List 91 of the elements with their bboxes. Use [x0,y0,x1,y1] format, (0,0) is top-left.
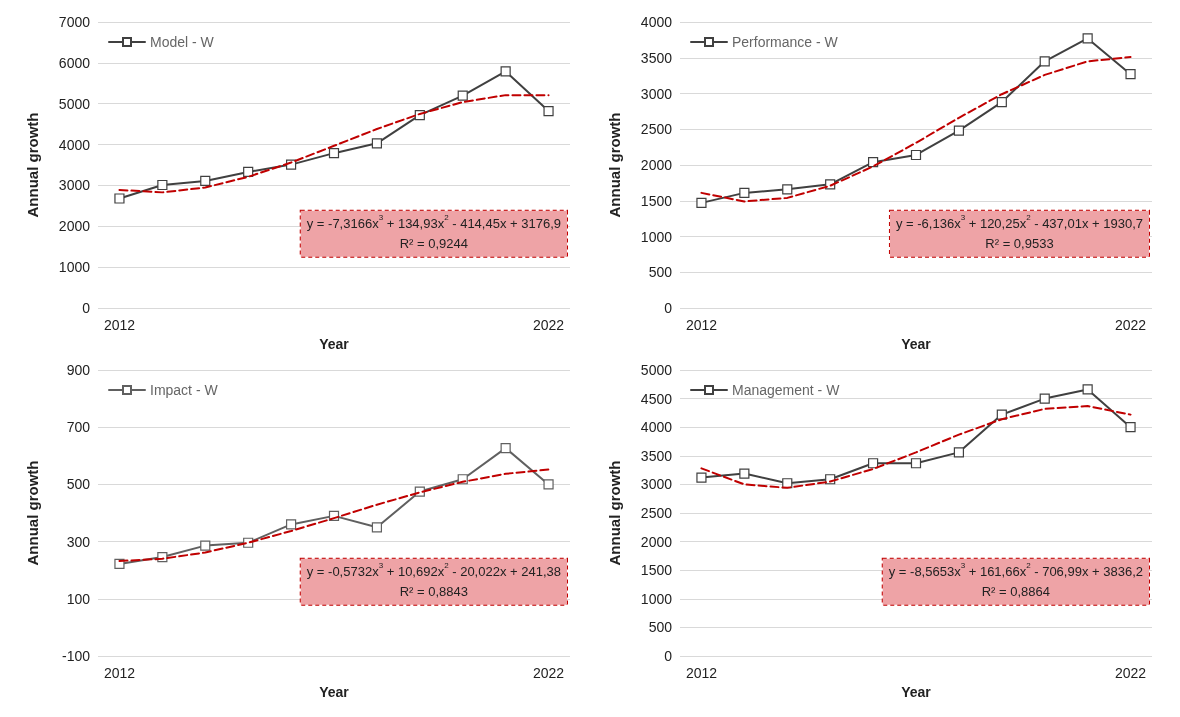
legend-label: Model - W [150,34,215,50]
y-tick-label: 4500 [640,390,673,407]
y-tick-label: 0 [664,300,673,316]
point [200,540,211,551]
point [910,149,922,161]
y-tick-label: 4000 [58,136,91,153]
annotation: R² = 0,9533 [985,236,1054,252]
point [739,187,750,198]
point [328,148,340,159]
x-axis-title: Year [319,335,350,352]
line-series [700,56,1132,203]
line-series [700,405,1132,489]
point [953,447,965,458]
y-tick-label: 1000 [640,228,673,245]
point [1125,422,1136,433]
y-tick-label: 3500 [640,49,673,66]
y-tick-label: 1500 [640,562,673,579]
y-tick-label: 2500 [640,505,673,521]
point [867,458,879,469]
point [910,458,922,469]
y-axis-title: Annual growth [24,460,41,566]
x-tick-label: 2012 [103,665,136,681]
legend-label: Impact - W [150,382,219,398]
x-axis-title: Year [319,683,350,700]
point [1082,33,1093,44]
y-tick-label: 2000 [640,157,673,173]
y-tick-label: 500 [648,264,673,281]
point [500,66,511,77]
annotation: R² = 0,9244 [399,236,469,252]
y-tick-label: 3000 [58,177,91,194]
y-tick-label: 4000 [640,419,673,436]
point [543,479,554,490]
x-tick-label: 2022 [1114,317,1147,333]
legend-label: Management - W [732,382,841,398]
y-tick-label: 1500 [640,192,673,209]
annotation: R² = 0,8843 [399,584,469,600]
x-tick-label: 2012 [685,665,718,681]
annotation: R² = 0,8864 [981,584,1051,600]
point [1125,69,1136,80]
y-axis-title: Annual growth [606,112,623,218]
point [371,522,383,533]
y-axis-title: Annual growth [606,460,623,566]
y-tick-label: 0 [664,648,673,664]
y-tick-label: 5000 [640,362,673,378]
point [371,138,383,149]
y-tick-label: 900 [66,362,91,378]
point [696,197,707,208]
x-tick-label: 2022 [532,665,565,681]
point [953,125,965,136]
x-axis-title: Year [901,335,932,352]
y-tick-label: 300 [66,533,91,550]
x-tick-label: 2012 [103,317,136,333]
point [1039,56,1050,67]
point [200,175,211,187]
point [996,409,1007,420]
x-tick-label: 2012 [685,317,718,333]
y-tick-label: 0 [82,300,91,316]
x-axis-title: Year [901,683,932,700]
point [543,105,554,117]
y-tick-label: 100 [66,590,91,607]
y-tick-label: 2500 [640,121,673,138]
y-tick-label: 5000 [58,95,91,112]
point [1039,393,1050,404]
y-tick-label: 7000 [58,14,91,30]
x-tick-label: 2022 [1114,665,1147,681]
x-tick-label: 2022 [532,317,565,333]
y-tick-label: 1000 [640,590,673,607]
point [782,184,793,195]
point [1082,384,1093,395]
point [157,179,168,191]
point [696,472,707,483]
y-tick-label: 6000 [58,54,91,71]
point [114,193,125,204]
y-tick-label: 500 [648,619,673,636]
y-tick-label: 1000 [58,259,91,276]
point [996,96,1007,108]
y-tick-label: 700 [66,419,91,436]
point [500,442,511,454]
legend-label: Performance - W [732,34,839,50]
y-tick-label: 3000 [640,85,673,102]
y-axis-title: Annual growth [24,112,41,218]
y-tick-label: 2000 [58,218,91,235]
y-tick-label: 2000 [640,533,673,550]
point [285,519,297,530]
y-tick-label: 3000 [640,476,673,493]
point [739,468,750,479]
y-tick-label: 500 [66,476,91,493]
y-tick-label: 4000 [640,14,673,30]
y-tick-label: 3500 [640,447,673,464]
point [457,90,468,101]
y-tick-label: -100 [61,648,91,664]
